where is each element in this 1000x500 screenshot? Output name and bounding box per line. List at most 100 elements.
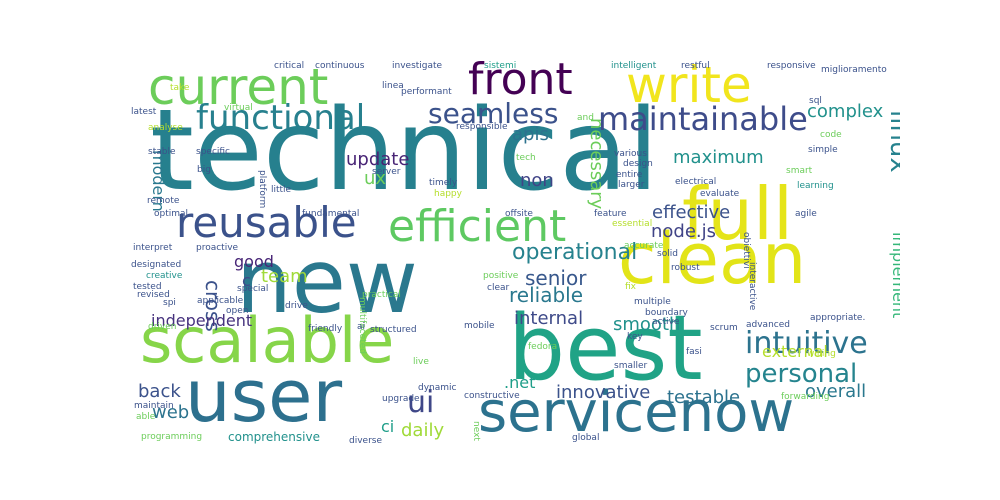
word-remote: remote [147,196,180,206]
word-ai: ai [357,322,366,332]
word-clean: clean [618,218,807,300]
word-drive: drive [285,301,308,311]
word-friendly: friendly [308,324,343,334]
word-reusable: reusable [176,198,357,247]
word-and: and [577,113,594,123]
word-server: server [372,167,401,177]
word-good: good [234,252,274,271]
word-tech: tech [516,153,536,163]
word-responsive: responsive [767,61,816,71]
word-virtual: virtual [224,103,253,113]
word-functional: functional [196,98,366,138]
word-front: front [468,55,573,105]
word-interactive: interactive [747,262,758,311]
word-larger: larger [618,180,645,190]
word-fasi: fasi [686,347,702,357]
word-active: active [652,317,680,327]
word-maintain: maintain [134,401,174,411]
word-current: current [148,58,329,116]
word-necessary: necessary [586,118,608,210]
word-live: live [413,357,429,367]
word-accurate: accurate [624,241,664,251]
word-restful: restful [681,61,710,71]
word-willing: willing [807,349,836,359]
word-innovative: innovative [556,382,651,403]
word-structured: structured [370,325,417,335]
word-multiple: multiple [634,297,671,307]
word-electrical: electrical [675,177,717,187]
word-continuous: continuous [315,61,365,71]
word-net: .net [504,373,536,392]
word-next: next [471,421,482,441]
word-timely: timely [429,178,458,188]
word-apis: apis [512,124,549,145]
word-upgrade: upgrade [382,394,420,404]
word-little: little [271,185,292,195]
word-sistemi: sistemi [484,61,517,71]
word-design: design [623,159,653,169]
word-platform: platform [257,170,268,209]
word-team: team [261,266,308,287]
word-able: able [136,412,156,422]
word-internal: internal [514,308,584,329]
word-simple: simple [808,145,838,155]
word-interpret: interpret [133,243,173,253]
word-update: update [346,149,410,170]
word-efficient: efficient [388,201,567,252]
word-robust: robust [671,263,700,273]
word-responsible: responsible [456,122,508,132]
word-testable: testable [667,387,741,408]
word-various: various [614,149,647,159]
word-appropriate: appropriate. [810,313,866,323]
word-senior: senior [525,266,587,290]
word-programming: programming [141,432,203,442]
word-diverse: diverse [349,436,383,446]
word-scalable: scalable [140,304,395,377]
word-c: c [242,271,251,290]
word-designated: designated [131,260,182,270]
word-learning: learning [797,181,834,191]
word-latest: latest [131,107,157,117]
word-cloud: technical new best scalable user servicenow cl… [125,55,900,450]
word-maintainable: maintainable [598,100,808,138]
word-feature: feature [594,209,627,219]
word-evaluate: evaluate [700,189,740,199]
word-intelligent: intelligent [611,61,657,71]
word-proactive: proactive [196,243,239,253]
word-performant: performant [401,87,452,97]
word-back: back [138,381,181,402]
word-offsite: offsite [505,209,533,219]
word-advanced: advanced [746,320,790,330]
word-investigate: investigate [392,61,443,71]
word-stable: stable [148,147,176,157]
word-constructive: constructive [464,391,520,401]
word-user: user [185,354,343,438]
word-critical: critical [274,61,305,71]
word-ux: ux [364,168,387,189]
word-smart: smart [786,166,813,176]
word-take: take [170,83,190,93]
word-personal: personal [745,359,858,389]
word-smooth: smooth [613,314,681,335]
word-tested: tested [133,282,162,292]
word-scrum: scrum [710,323,738,333]
word-revised: revised [137,290,170,300]
word-analyse: analyse [148,123,183,133]
word-complex: complex [807,101,884,122]
word-specific: specific [196,147,231,157]
word-global: global [572,433,600,443]
word-open: open [226,306,249,316]
word-forwarding: forwarding [781,392,830,402]
word-entire: entire [616,170,643,180]
word-new: new [236,230,418,333]
word-creative: creative [146,271,183,281]
word-optimal: optimal [154,209,189,219]
word-web: web [152,402,190,423]
word-technical: technical [150,86,659,216]
word-operational: operational [512,240,638,265]
word-driven: driven [148,322,177,332]
word-full: full [682,172,793,256]
word-ci: ci [381,417,395,436]
word-key: key [627,332,643,342]
word-independent: independent [151,311,253,330]
